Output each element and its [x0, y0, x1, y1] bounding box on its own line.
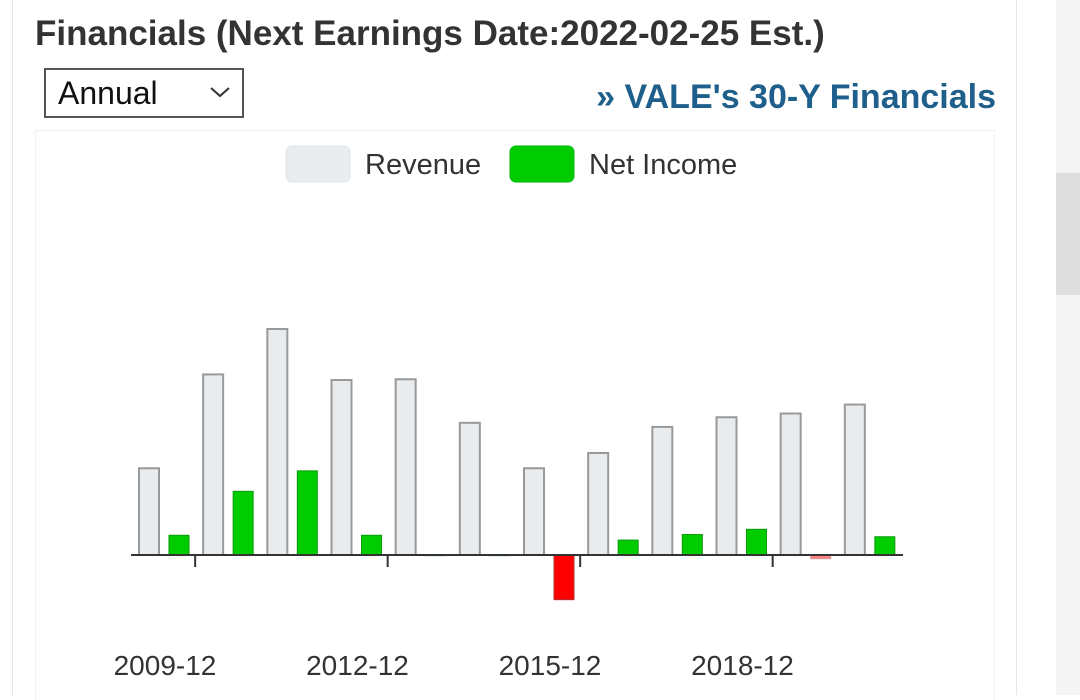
scrollbar-thumb[interactable] — [1056, 173, 1080, 295]
chart-frame — [35, 130, 995, 700]
legend-swatch-net-income — [509, 145, 575, 183]
revenue-bar-2020-12 — [843, 403, 866, 556]
revenue-bar-2015-12 — [523, 467, 545, 557]
chart-bars — [138, 328, 896, 601]
revenue-bar-2017-12 — [651, 425, 674, 556]
revenue-bar-2018-12 — [715, 416, 738, 557]
revenue-bar-2013-12 — [394, 378, 417, 556]
legend-label-net-income: Net Income — [589, 149, 737, 181]
net-income-bar-2010-12 — [232, 490, 254, 556]
x-axis-labels: 2009-12 2012-12 2015-12 2018-12 — [114, 650, 794, 681]
net-income-bar-2017-12 — [681, 534, 703, 556]
x-tick-label: 2012-12 — [306, 650, 409, 681]
revenue-bar-2014-12 — [458, 421, 481, 557]
revenue-bar-2019-12 — [779, 412, 802, 556]
page-title: Financials (Next Earnings Date:2022-02-2… — [35, 14, 825, 53]
financials-30y-link[interactable]: » VALE's 30-Y Financials — [596, 78, 996, 116]
period-select-value: Annual — [58, 75, 158, 111]
chart-legend: Revenue Net Income — [285, 145, 737, 183]
revenue-bar-2009-12 — [138, 467, 160, 557]
legend-label-revenue: Revenue — [365, 149, 481, 181]
revenue-bar-2011-12 — [266, 328, 289, 556]
net-income-bar-2009-12 — [168, 534, 190, 556]
x-tick-label: 2015-12 — [499, 650, 602, 681]
period-select[interactable]: Annual — [44, 68, 244, 118]
card-border — [12, 0, 1017, 695]
scrollbar-track[interactable] — [1056, 0, 1080, 695]
revenue-bar-2010-12 — [202, 373, 225, 556]
revenue-bar-2016-12 — [587, 451, 610, 556]
legend-swatch-revenue — [285, 145, 351, 183]
x-tick-label: 2009-12 — [114, 650, 217, 681]
net-income-bar-2018-12 — [746, 528, 767, 556]
net-income-bar-2016-12 — [617, 539, 639, 556]
net-income-bar-2011-12 — [296, 470, 318, 556]
chevron-down-icon — [210, 87, 230, 98]
net-income-bar-2020-12 — [874, 536, 896, 556]
net-income-bar-2012-12 — [361, 534, 382, 556]
x-tick-label: 2018-12 — [691, 650, 794, 681]
revenue-bar-2012-12 — [330, 379, 353, 556]
net-income-bar-2015-12 — [553, 554, 575, 601]
x-axis-ticks — [194, 555, 774, 567]
